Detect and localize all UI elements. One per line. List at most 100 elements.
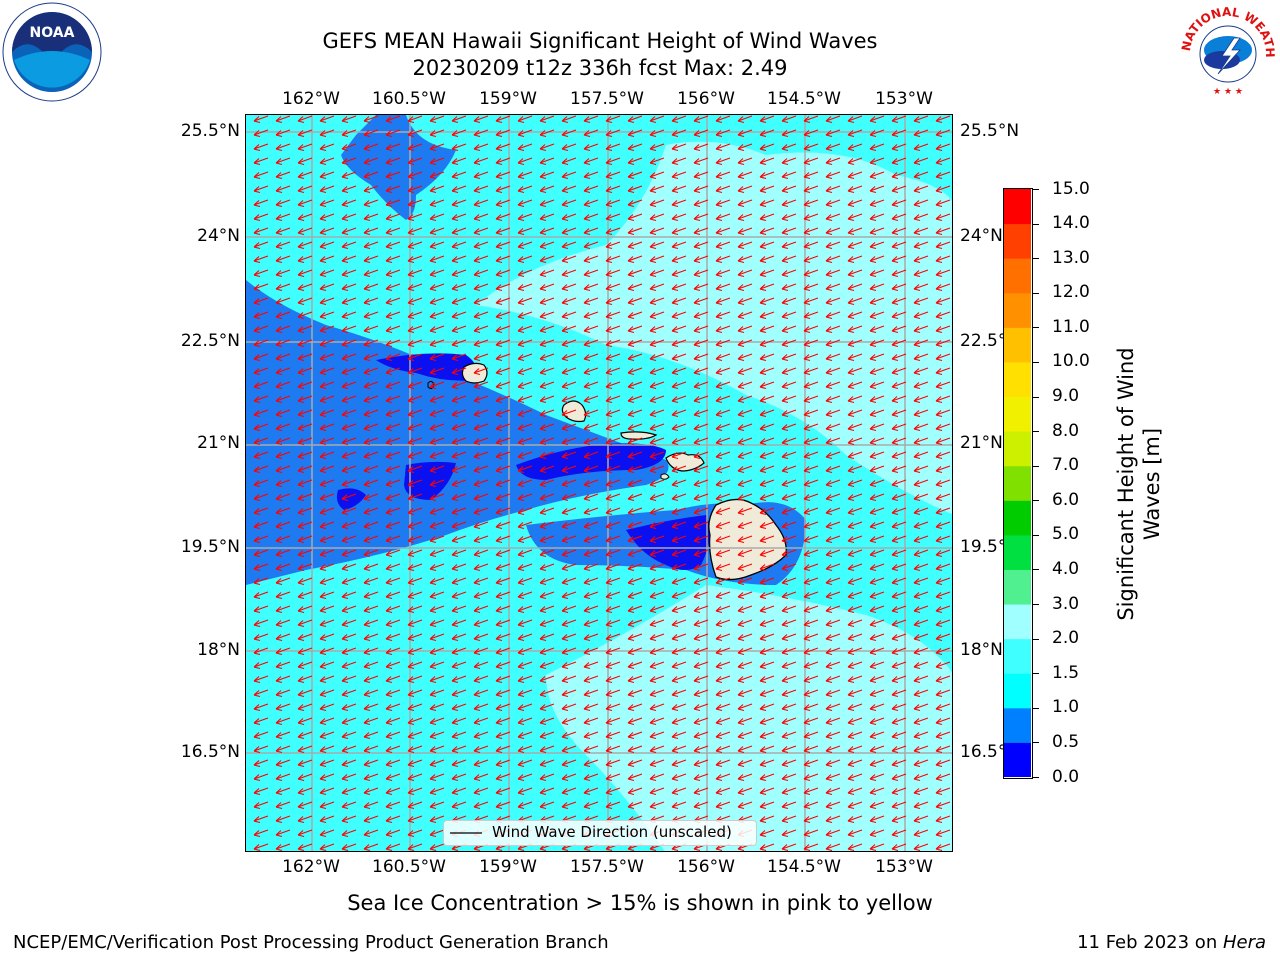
colorbar-tick-mark: [1033, 742, 1039, 744]
lon-label-bottom: 157.5°W: [570, 857, 644, 877]
colorbar-segment: [1004, 223, 1031, 259]
lat-label-left: 16.5°N: [180, 742, 240, 762]
lat-label-right: 21°N: [960, 433, 1003, 453]
colorbar-tick-mark: [1033, 189, 1039, 190]
colorbar-label-line2: Waves [m]: [1140, 427, 1164, 541]
lon-label-bottom: 153°W: [875, 857, 933, 877]
colorbar-tick-mark: [1033, 258, 1039, 260]
colorbar-tick-label: 14.0: [1052, 213, 1090, 234]
lon-label-bottom: 154.5°W: [767, 857, 841, 877]
colorbar-tick-mark: [1033, 396, 1039, 398]
colorbar-tick-mark: [1033, 707, 1039, 709]
colorbar-tick-mark: [1033, 292, 1039, 294]
colorbar-tick-label: 4.0: [1052, 558, 1080, 579]
colorbar-tick-mark: [1033, 534, 1039, 536]
wind-wave-arrows: [253, 115, 951, 851]
sea-ice-caption: Sea Ice Concentration > 15% is shown in …: [347, 891, 933, 915]
contour-deep-west2: [336, 488, 366, 510]
colorbar-tick-mark: [1033, 361, 1039, 363]
contour-deep-west1: [404, 461, 456, 500]
colorbar-tick-mark: [1033, 777, 1039, 778]
colorbar-tick-label: 10.0: [1052, 351, 1090, 372]
noaa-logo-icon: NOAA: [2, 2, 102, 102]
colorbar-tick-mark: [1033, 604, 1039, 606]
colorbar-segment: [1004, 258, 1031, 294]
lon-label-bottom: 162°W: [282, 857, 340, 877]
nws-logo: NATIONAL WEATHER SERVICE ★ ★ ★: [1173, 0, 1278, 98]
contour-deep-channel: [516, 443, 666, 480]
colorbar-segment: [1004, 534, 1031, 570]
colorbar-segment: [1004, 465, 1031, 501]
colorbar-tick-label: 3.0: [1052, 593, 1080, 614]
legend-line-icon: [450, 832, 482, 834]
colorbar-segment: [1004, 707, 1031, 743]
map-legend: Wind Wave Direction (unscaled): [443, 820, 757, 846]
contour-blue-north: [341, 115, 456, 220]
lon-label-top: 162°W: [282, 89, 340, 109]
footer-date: 11 Feb 2023 on: [1077, 932, 1223, 953]
noaa-logo: NOAA: [2, 2, 102, 102]
colorbar-tick-label: 6.0: [1052, 489, 1080, 510]
colorbar-label-line1: Significant Height of Wind: [1114, 347, 1138, 621]
colorbar-tick-label: 0.0: [1052, 766, 1080, 787]
colorbar-tick-label: 12.0: [1052, 282, 1090, 303]
colorbar-tick-label: 9.0: [1052, 386, 1080, 407]
island-hawaii: [708, 498, 787, 581]
colorbar-tick-mark: [1033, 638, 1039, 640]
contour-deep-big-island: [626, 515, 710, 570]
contour-light-north: [476, 141, 952, 515]
colorbar-tick-label: 7.0: [1052, 455, 1080, 476]
footer-left: NCEP/EMC/Verification Post Processing Pr…: [13, 932, 609, 953]
chart-title: GEFS MEAN Hawaii Significant Height of W…: [322, 29, 878, 53]
colorbar-segment: [1004, 742, 1031, 778]
lon-label-top: 157.5°W: [570, 89, 644, 109]
colorbar-scale: [1004, 189, 1031, 778]
contour-light-east: [863, 205, 952, 395]
colorbar-tick-label: 2.0: [1052, 628, 1080, 649]
colorbar-segment: [1004, 292, 1031, 328]
chart-subtitle: 20230209 t12z 336h fcst Max: 2.49: [412, 56, 788, 80]
lon-label-bottom: 160.5°W: [372, 857, 446, 877]
colorbar-tick-label: 11.0: [1052, 316, 1090, 337]
colorbar-segment: [1004, 604, 1031, 640]
lat-label-right: 25.5°N: [960, 121, 1020, 141]
colorbar-tick-mark: [1033, 465, 1039, 467]
colorbar-segment: [1004, 431, 1031, 467]
footer-right: 11 Feb 2023 on Hera: [1077, 932, 1266, 953]
colorbar-segment: [1004, 673, 1031, 709]
lon-label-bottom: 156°W: [677, 857, 735, 877]
contour-deep-kauai: [376, 353, 478, 381]
lat-label-left: 24°N: [197, 226, 240, 246]
svg-text:★ ★ ★: ★ ★ ★: [1213, 87, 1243, 97]
colorbar-tick-mark: [1033, 431, 1039, 433]
colorbar-tick-label: 0.5: [1052, 731, 1080, 752]
lat-label-left: 18°N: [197, 640, 240, 660]
colorbar-tick-label: 15.0: [1052, 178, 1090, 199]
lon-label-top: 159°W: [479, 89, 537, 109]
lat-label-left: 21°N: [197, 433, 240, 453]
lat-label-left: 25.5°N: [180, 121, 240, 141]
lon-label-bottom: 159°W: [479, 857, 537, 877]
colorbar-tick-mark: [1033, 569, 1039, 571]
wave-height-map: [245, 114, 953, 852]
colorbar-tick-label: 1.0: [1052, 697, 1080, 718]
colorbar-tick-label: 13.0: [1052, 247, 1090, 268]
colorbar-segment: [1004, 396, 1031, 432]
lon-label-top: 160.5°W: [372, 89, 446, 109]
colorbar-tick-mark: [1033, 673, 1039, 675]
island-kahoolawe: [660, 473, 670, 480]
svg-text:NOAA: NOAA: [30, 25, 75, 41]
lat-label-right: 18°N: [960, 640, 1003, 660]
legend-label: Wind Wave Direction (unscaled): [492, 823, 732, 841]
colorbar-tick-label: 1.5: [1052, 662, 1080, 683]
colorbar-segment: [1004, 327, 1031, 363]
nws-logo-icon: NATIONAL WEATHER SERVICE ★ ★ ★: [1173, 0, 1277, 97]
arrow-field: [253, 115, 951, 851]
lat-label-left: 19.5°N: [180, 537, 240, 557]
lat-label-left: 22.5°N: [180, 331, 240, 351]
lon-label-top: 154.5°W: [767, 89, 841, 109]
colorbar-segment: [1004, 569, 1031, 605]
island-molokai: [620, 431, 658, 440]
colorbar-segment: [1004, 500, 1031, 536]
colorbar-tick-mark: [1033, 223, 1039, 225]
